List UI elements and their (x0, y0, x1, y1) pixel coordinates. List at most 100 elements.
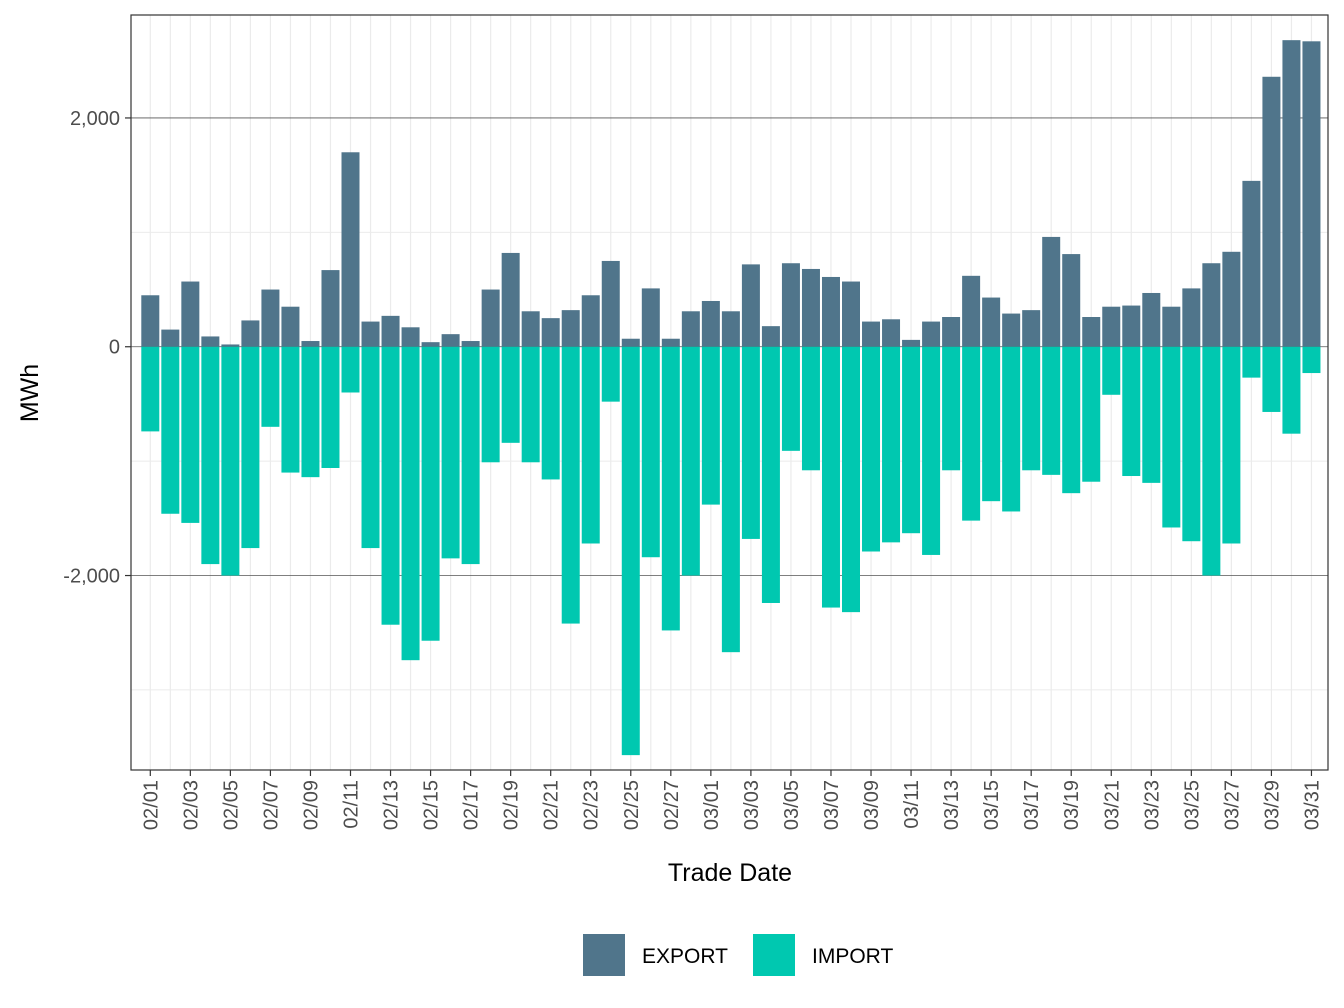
bar-export-02-28 (681, 311, 700, 347)
bar-import-03-22 (1122, 346, 1141, 477)
bar-export-02-23 (581, 295, 600, 347)
bar-export-03-25 (1182, 288, 1201, 347)
bar-import-02-20 (521, 346, 540, 463)
bar-import-02-11 (341, 346, 360, 393)
x-tick-label: 02/01 (140, 780, 162, 830)
x-tick-label: 02/15 (421, 780, 443, 830)
bar-import-02-27 (661, 346, 680, 631)
bar-import-02-05 (221, 346, 240, 576)
bar-export-02-06 (241, 320, 260, 347)
bar-export-02-14 (401, 327, 420, 347)
legend: EXPORT IMPORT (583, 934, 893, 976)
bar-import-03-07 (821, 346, 840, 608)
x-axis-title: Trade Date (668, 859, 792, 887)
bar-export-03-16 (1002, 313, 1021, 347)
bar-export-03-01 (701, 300, 720, 347)
x-tick-label: 03/19 (1061, 780, 1083, 830)
y-axis-title: MWh (16, 364, 44, 422)
x-tick-label: 03/17 (1021, 780, 1043, 830)
bar-export-02-15 (421, 342, 440, 347)
bar-export-03-17 (1022, 310, 1041, 347)
x-tick-label: 03/29 (1261, 780, 1283, 830)
y-tick-label: 0 (109, 337, 120, 359)
bar-export-02-09 (301, 341, 320, 347)
bar-import-03-11 (902, 346, 921, 534)
bar-import-02-17 (461, 346, 480, 565)
bar-import-02-14 (401, 346, 420, 661)
bar-export-03-13 (942, 317, 961, 347)
x-tick-label: 02/05 (220, 780, 242, 830)
x-tick-label: 02/17 (461, 780, 483, 830)
bar-import-02-21 (541, 346, 560, 480)
bar-export-02-26 (641, 288, 660, 347)
bar-export-03-06 (801, 268, 820, 347)
bar-export-02-21 (541, 318, 560, 347)
bar-export-02-19 (501, 252, 520, 347)
bar-export-03-29 (1262, 76, 1281, 347)
bar-import-02-06 (241, 346, 260, 549)
bar-import-03-16 (1002, 346, 1021, 512)
bar-export-03-26 (1202, 263, 1221, 347)
bar-export-02-20 (521, 311, 540, 347)
bar-export-02-01 (141, 295, 160, 347)
bar-export-03-03 (741, 264, 760, 347)
x-tick-label: 02/11 (341, 780, 363, 829)
bar-import-02-02 (161, 346, 180, 514)
bar-export-02-12 (361, 321, 380, 347)
bar-export-02-03 (181, 281, 200, 347)
bar-export-02-04 (201, 336, 220, 347)
x-tick-label: 03/13 (941, 780, 963, 830)
x-tick-label: 03/21 (1101, 780, 1123, 830)
bar-import-02-28 (681, 346, 700, 576)
bar-export-03-14 (962, 275, 981, 347)
bar-import-02-13 (381, 346, 400, 625)
bar-export-03-09 (862, 321, 881, 347)
bar-import-03-06 (801, 346, 820, 471)
y-axis: -2,000 0 2,000 (63, 108, 131, 588)
bar-import-03-20 (1082, 346, 1101, 482)
bar-import-02-19 (501, 346, 520, 443)
bar-export-03-15 (982, 297, 1001, 347)
bar-import-03-02 (721, 346, 740, 653)
x-tick-label: 02/21 (541, 780, 563, 830)
x-tick-label: 03/27 (1221, 780, 1243, 830)
bar-export-03-19 (1062, 254, 1081, 347)
x-tick-label: 03/07 (821, 780, 843, 830)
x-tick-label: 03/31 (1301, 780, 1323, 830)
bar-import-02-25 (621, 346, 640, 756)
bar-export-03-04 (761, 326, 780, 347)
legend-label-export: EXPORT (642, 945, 728, 968)
bar-import-02-12 (361, 346, 380, 549)
x-tick-label: 03/25 (1181, 780, 1203, 830)
bar-import-03-01 (701, 346, 720, 505)
x-tick-label: 02/13 (381, 780, 403, 830)
bar-export-03-28 (1242, 180, 1261, 347)
bar-import-03-21 (1102, 346, 1121, 395)
bar-import-03-08 (842, 346, 860, 613)
y-tick-label: 2,000 (70, 108, 120, 130)
bar-import-03-31 (1302, 346, 1321, 374)
bar-export-03-08 (842, 281, 860, 347)
bar-import-02-03 (181, 346, 200, 523)
bar-export-03-31 (1302, 41, 1321, 347)
bar-import-03-12 (922, 346, 941, 555)
x-tick-label: 03/03 (741, 780, 763, 830)
bar-import-03-27 (1222, 346, 1241, 544)
bar-export-02-05 (221, 344, 240, 347)
bar-import-02-15 (421, 346, 440, 641)
bar-import-02-07 (261, 346, 280, 427)
bar-import-03-05 (781, 346, 800, 451)
bar-export-02-18 (481, 289, 500, 347)
bar-import-03-03 (741, 346, 760, 539)
plot-panel-border (130, 14, 1329, 771)
bar-export-03-23 (1142, 292, 1161, 347)
x-axis: 02/01 02/03 02/05 02/07 02/09 02/11 02/13 02/15… (140, 770, 1323, 830)
bar-import-03-30 (1282, 346, 1301, 434)
bar-export-03-21 (1102, 306, 1121, 347)
bar-export-03-22 (1122, 305, 1141, 347)
x-tick-label: 02/09 (300, 780, 322, 830)
bar-export-03-02 (721, 311, 740, 347)
bar-import-03-28 (1242, 346, 1261, 378)
x-tick-label: 03/05 (781, 780, 803, 830)
bar-import-03-14 (962, 346, 981, 521)
